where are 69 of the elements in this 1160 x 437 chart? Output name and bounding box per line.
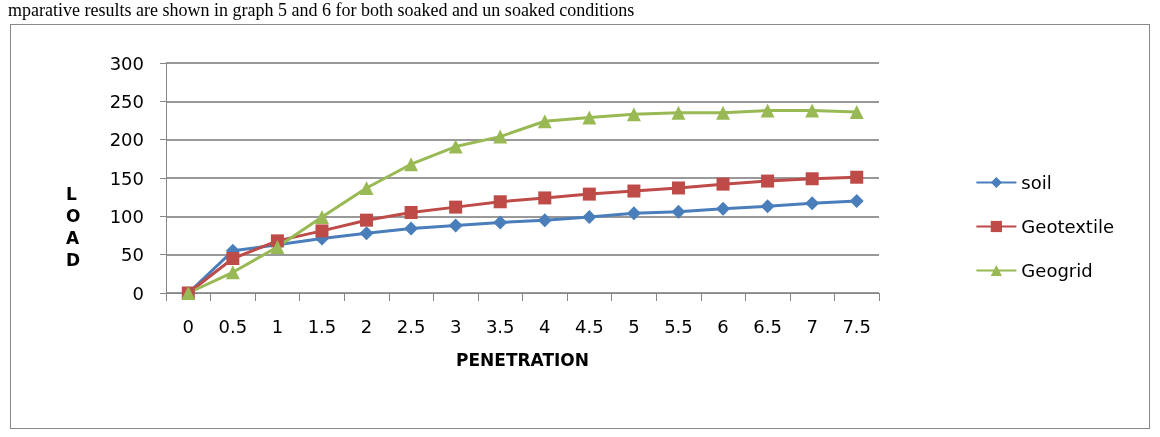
x-tick-label: 1 bbox=[271, 315, 284, 337]
point bbox=[225, 265, 240, 280]
x-tick-label: 5.5 bbox=[664, 315, 693, 337]
x-tick-label: 6.5 bbox=[753, 315, 782, 337]
point bbox=[671, 204, 686, 219]
point bbox=[805, 196, 820, 211]
point bbox=[760, 199, 775, 214]
x-tick-label: 4 bbox=[539, 315, 551, 337]
text: mparative results are shown in graph 5 and 6 for both soaked and un soaked conditions bbox=[8, 0, 635, 21]
y-tick-label: 300 bbox=[109, 52, 144, 74]
x-tick-label: 2.5 bbox=[396, 315, 426, 337]
point bbox=[537, 213, 552, 228]
point bbox=[671, 181, 685, 195]
point bbox=[226, 252, 240, 265]
legend-label: Geotextile bbox=[1021, 216, 1114, 237]
x-tick-label: 6 bbox=[717, 315, 729, 337]
point bbox=[359, 226, 374, 241]
point bbox=[849, 105, 864, 120]
x-tick-label: 3.5 bbox=[485, 315, 515, 337]
y-tick-label: 50 bbox=[121, 244, 144, 266]
x-tick-label: 7 bbox=[806, 315, 818, 337]
point bbox=[761, 174, 775, 188]
point bbox=[537, 114, 552, 129]
point bbox=[493, 129, 508, 144]
x-tick-label: 0.5 bbox=[218, 315, 248, 337]
point bbox=[805, 103, 820, 118]
x-axis-title: PENETRATION bbox=[455, 349, 590, 370]
point bbox=[359, 180, 374, 195]
point bbox=[404, 206, 418, 219]
x-tick-label: 0 bbox=[182, 315, 195, 337]
y-tick-label: 100 bbox=[109, 205, 144, 227]
point bbox=[626, 206, 641, 221]
y-tick-label: 200 bbox=[109, 129, 144, 151]
point bbox=[805, 172, 819, 186]
point bbox=[716, 177, 730, 191]
point bbox=[404, 221, 419, 236]
x-tick-label: 5 bbox=[628, 315, 640, 337]
point bbox=[538, 191, 552, 205]
y-tick-label: 250 bbox=[109, 90, 144, 112]
point bbox=[850, 170, 864, 184]
y-tick-label: 150 bbox=[109, 167, 144, 189]
legend-label: Geogrid bbox=[1021, 260, 1093, 281]
legend-label: soil bbox=[1021, 172, 1052, 193]
point bbox=[582, 210, 597, 225]
y-tick-label: 0 bbox=[132, 282, 144, 304]
x-tick-label: 4.5 bbox=[575, 315, 604, 337]
point bbox=[716, 105, 731, 120]
point bbox=[493, 195, 507, 209]
point bbox=[448, 139, 463, 154]
x-tick-label: 7.5 bbox=[842, 315, 872, 337]
point bbox=[760, 103, 775, 118]
point bbox=[671, 105, 686, 120]
point bbox=[315, 224, 329, 238]
point bbox=[360, 213, 374, 227]
point bbox=[448, 218, 463, 233]
point bbox=[449, 200, 463, 214]
point bbox=[493, 215, 508, 230]
point bbox=[314, 210, 329, 225]
x-tick-label: 3 bbox=[449, 315, 462, 337]
point bbox=[626, 107, 641, 122]
point bbox=[582, 110, 597, 125]
x-tick-label: 1.5 bbox=[307, 315, 337, 337]
point bbox=[849, 194, 864, 208]
point bbox=[716, 201, 731, 216]
point bbox=[582, 187, 596, 201]
point bbox=[627, 184, 641, 198]
y-axis-title: LOAD bbox=[66, 183, 81, 270]
x-tick-label: 2 bbox=[360, 315, 373, 337]
point bbox=[404, 157, 419, 172]
